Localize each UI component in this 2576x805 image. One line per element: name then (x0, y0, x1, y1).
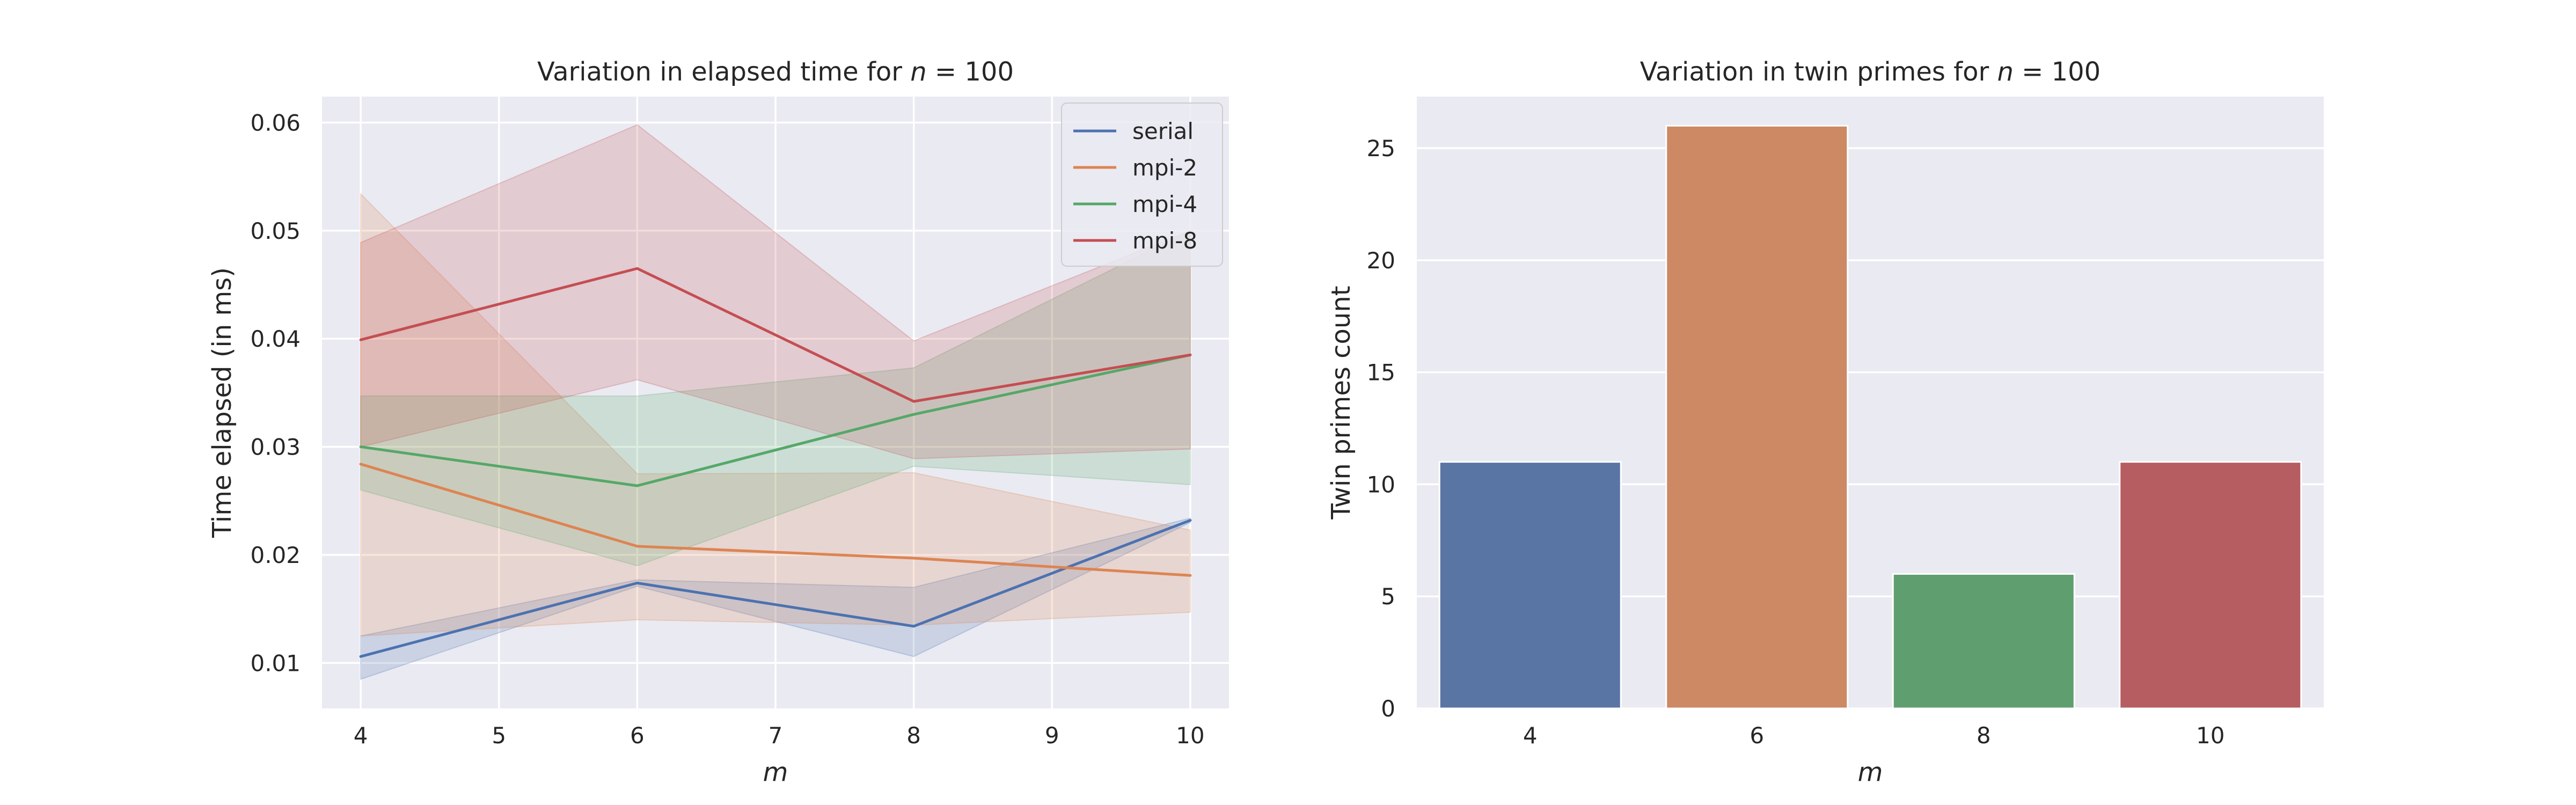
confidence-band-serial (360, 517, 1191, 680)
x-tick-labels: 4 5 6 7 8 9 10 (354, 722, 1205, 749)
x-tick-label: 6 (630, 722, 645, 749)
confidence-band-mpi-8 (360, 124, 1191, 459)
legend-label-mpi-2: mpi-2 (1132, 155, 1197, 181)
y-tick-label: 20 (1367, 247, 1395, 274)
y-axis-label: Time elapsed (in ms) (207, 267, 237, 538)
x-tick-label: 8 (906, 722, 921, 749)
bar-4 (1438, 461, 1622, 709)
x-tick-label: 4 (1523, 722, 1538, 749)
bars (1438, 125, 2302, 709)
x-tick-label: 4 (354, 722, 368, 749)
series-line-mpi-2 (359, 463, 1192, 577)
bar-6 (1665, 125, 1849, 709)
elapsed-time-line-chart: 4 5 6 7 8 9 10 0.01 0.02 0.03 0.04 0.05 0.06 Variat… (207, 57, 1229, 787)
x-tick-label: 10 (2196, 722, 2224, 749)
x-axis-label: m (1858, 757, 1883, 787)
y-tick-label: 0.06 (250, 109, 301, 136)
y-tick-label: 0.04 (250, 326, 301, 352)
grid-lines (322, 97, 1229, 708)
y-tick-labels: 0.01 0.02 0.03 0.04 0.05 0.06 (250, 109, 301, 676)
series-line-mpi-8 (359, 267, 1192, 403)
x-tick-label: 10 (1176, 722, 1204, 749)
y-tick-label: 0.02 (250, 542, 301, 568)
x-tick-label: 5 (492, 722, 506, 749)
series-line-serial (359, 519, 1192, 658)
twin-primes-bar-chart: 4 6 8 10 0 5 10 15 20 25 Variation in twin prime… (1326, 57, 2324, 787)
legend-label-mpi-4: mpi-4 (1132, 191, 1197, 217)
y-tick-label: 0.01 (250, 650, 301, 676)
y-tick-label: 10 (1367, 471, 1395, 497)
y-axis-label: Twin primes count (1326, 286, 1356, 519)
y-tick-label: 5 (1381, 583, 1395, 610)
x-tick-label: 6 (1750, 722, 1764, 749)
x-axis-label: m (763, 757, 788, 787)
bar-10 (2119, 461, 2302, 709)
x-tick-label: 7 (769, 722, 783, 749)
legend-label-serial: serial (1132, 118, 1194, 144)
series-line-mpi-4 (359, 353, 1192, 487)
chart-title: Variation in twin primes for n = 100 (1640, 57, 2101, 87)
y-tick-label: 0.03 (250, 434, 301, 460)
series-lines (359, 267, 1192, 658)
x-tick-label: 8 (1977, 722, 1991, 749)
x-tick-labels: 4 6 8 10 (1523, 722, 2225, 749)
x-tick-label: 9 (1045, 722, 1059, 749)
y-tick-label: 0.05 (250, 218, 301, 244)
confidence-band-mpi-4 (360, 230, 1191, 567)
y-tick-label: 25 (1367, 135, 1395, 162)
legend: serial mpi-2 mpi-4 mpi-8 (1061, 103, 1223, 267)
y-tick-label: 0 (1381, 696, 1395, 722)
y-tick-labels: 0 5 10 15 20 25 (1367, 135, 1395, 722)
chart-title: Variation in elapsed time for n = 100 (537, 57, 1014, 87)
y-tick-label: 15 (1367, 360, 1395, 386)
bar-8 (1892, 573, 2075, 709)
legend-label-mpi-8: mpi-8 (1132, 228, 1197, 254)
legend-box (1061, 103, 1223, 267)
